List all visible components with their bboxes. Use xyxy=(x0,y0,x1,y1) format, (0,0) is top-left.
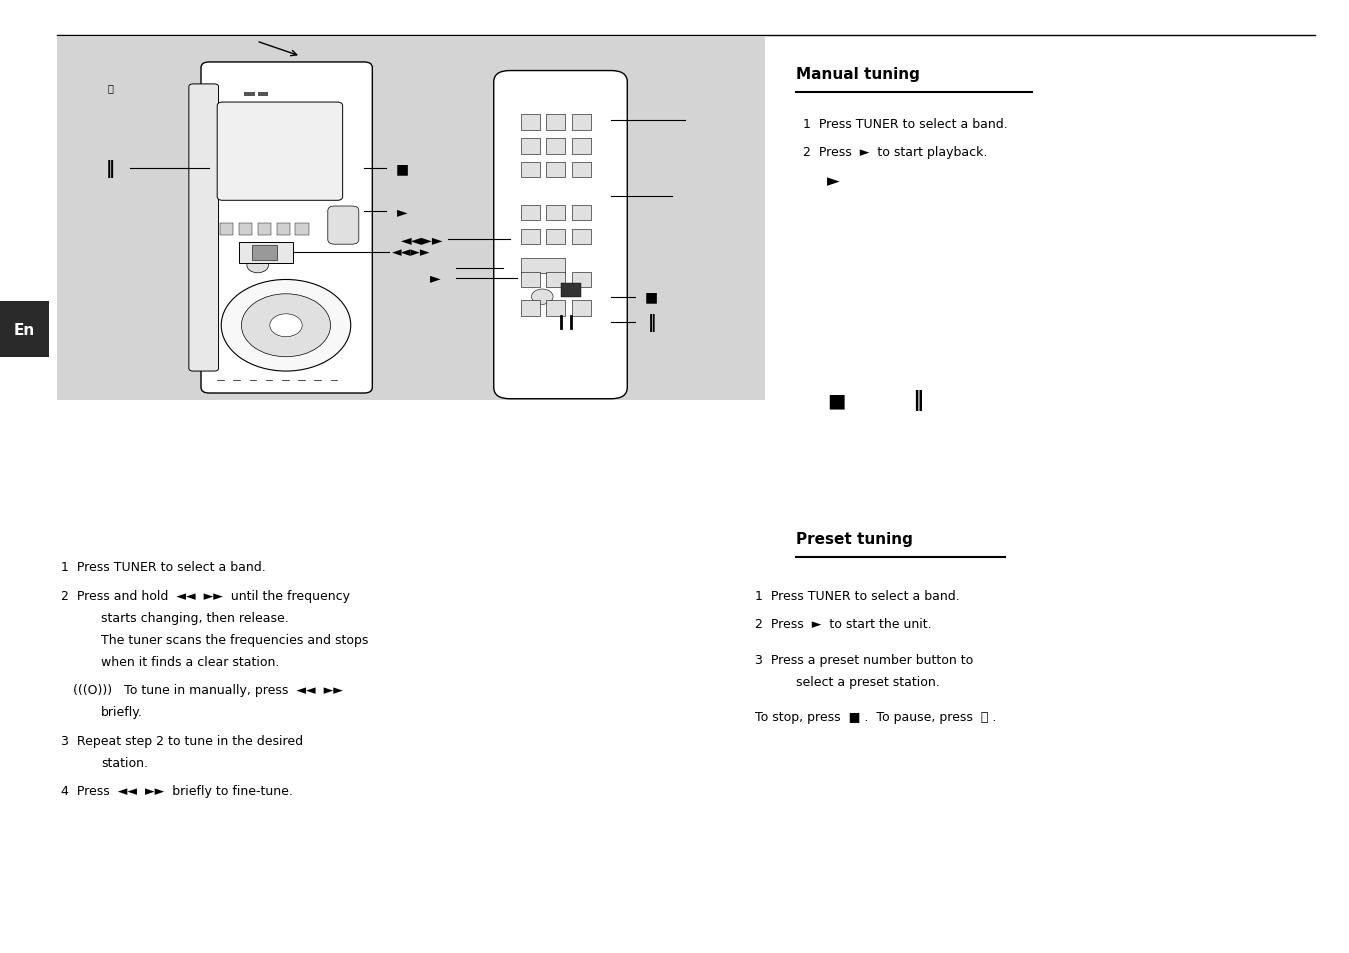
Text: ‖: ‖ xyxy=(648,314,656,332)
Bar xyxy=(572,273,591,288)
Text: The tuner scans the frequencies and stops: The tuner scans the frequencies and stop… xyxy=(101,633,368,646)
Bar xyxy=(521,163,540,178)
Text: select a preset station.: select a preset station. xyxy=(796,675,940,688)
Circle shape xyxy=(270,314,302,337)
Bar xyxy=(572,301,591,316)
Text: Manual tuning: Manual tuning xyxy=(796,67,920,82)
Bar xyxy=(521,258,565,274)
Text: 4  Press  ◄◄  ►►  briefly to fine-tune.: 4 Press ◄◄ ►► briefly to fine-tune. xyxy=(61,784,293,798)
Circle shape xyxy=(221,280,351,372)
Text: 3  Press a preset number button to: 3 Press a preset number button to xyxy=(755,653,974,666)
Bar xyxy=(546,273,565,288)
Text: ►: ► xyxy=(430,272,441,285)
Text: Preset tuning: Preset tuning xyxy=(796,531,913,546)
Circle shape xyxy=(241,294,331,357)
Circle shape xyxy=(532,290,553,305)
Bar xyxy=(252,246,277,261)
Bar xyxy=(546,206,565,221)
Text: (((O)))   To tune in manually, press  ◄◄  ►►: (((O))) To tune in manually, press ◄◄ ►► xyxy=(61,683,343,697)
Text: 1  Press TUNER to select a band.: 1 Press TUNER to select a band. xyxy=(61,560,266,574)
FancyBboxPatch shape xyxy=(201,63,372,394)
Bar xyxy=(295,224,309,235)
Text: ■: ■ xyxy=(395,162,409,175)
Text: 1  Press TUNER to select a band.: 1 Press TUNER to select a band. xyxy=(755,589,960,602)
Bar xyxy=(572,206,591,221)
Bar xyxy=(521,206,540,221)
Text: ►: ► xyxy=(397,205,407,218)
FancyBboxPatch shape xyxy=(328,207,359,245)
Text: ◄◄►►: ◄◄►► xyxy=(393,246,430,259)
Bar xyxy=(572,115,591,131)
Bar xyxy=(546,163,565,178)
Bar xyxy=(572,139,591,154)
Bar xyxy=(546,139,565,154)
Text: ‖: ‖ xyxy=(912,390,923,411)
Text: To stop, press  ■ .  To pause, press  ⏸ .: To stop, press ■ . To pause, press ⏸ . xyxy=(755,710,997,723)
Bar xyxy=(239,224,252,235)
Text: ⏻: ⏻ xyxy=(108,83,113,92)
Text: briefly.: briefly. xyxy=(101,705,143,719)
Bar xyxy=(239,243,293,264)
Bar xyxy=(277,224,290,235)
Text: ■: ■ xyxy=(827,391,846,410)
Text: 3  Repeat step 2 to tune in the desired: 3 Repeat step 2 to tune in the desired xyxy=(61,734,302,747)
Bar xyxy=(521,230,540,245)
Bar xyxy=(521,273,540,288)
Text: 2  Press  ►  to start playback.: 2 Press ► to start playback. xyxy=(803,146,987,159)
Text: starts changing, then release.: starts changing, then release. xyxy=(101,611,289,624)
Bar xyxy=(57,38,765,400)
FancyBboxPatch shape xyxy=(217,103,343,201)
Bar xyxy=(561,284,581,297)
Bar xyxy=(258,224,271,235)
Bar xyxy=(521,301,540,316)
Text: ■: ■ xyxy=(645,291,658,304)
Bar xyxy=(572,163,591,178)
Text: En: En xyxy=(13,322,35,337)
Bar xyxy=(521,115,540,131)
Bar xyxy=(572,230,591,245)
Text: when it finds a clear station.: when it finds a clear station. xyxy=(101,655,279,668)
Text: ◄◄►►: ◄◄►► xyxy=(401,233,444,247)
FancyBboxPatch shape xyxy=(494,71,627,399)
Text: ►: ► xyxy=(827,172,840,190)
Circle shape xyxy=(247,258,268,274)
Bar xyxy=(220,224,233,235)
Text: ‖: ‖ xyxy=(107,160,115,177)
Bar xyxy=(521,139,540,154)
FancyBboxPatch shape xyxy=(189,85,219,372)
Bar xyxy=(244,93,255,97)
Text: station.: station. xyxy=(101,756,148,769)
Text: 2  Press  ►  to start the unit.: 2 Press ► to start the unit. xyxy=(755,618,932,631)
Bar xyxy=(258,93,268,97)
Bar xyxy=(546,230,565,245)
Text: 2  Press and hold  ◄◄  ►►  until the frequency: 2 Press and hold ◄◄ ►► until the frequen… xyxy=(61,589,349,602)
Bar xyxy=(546,301,565,316)
Bar xyxy=(546,115,565,131)
Bar xyxy=(0,302,49,357)
Text: 1  Press TUNER to select a band.: 1 Press TUNER to select a band. xyxy=(803,117,1008,131)
